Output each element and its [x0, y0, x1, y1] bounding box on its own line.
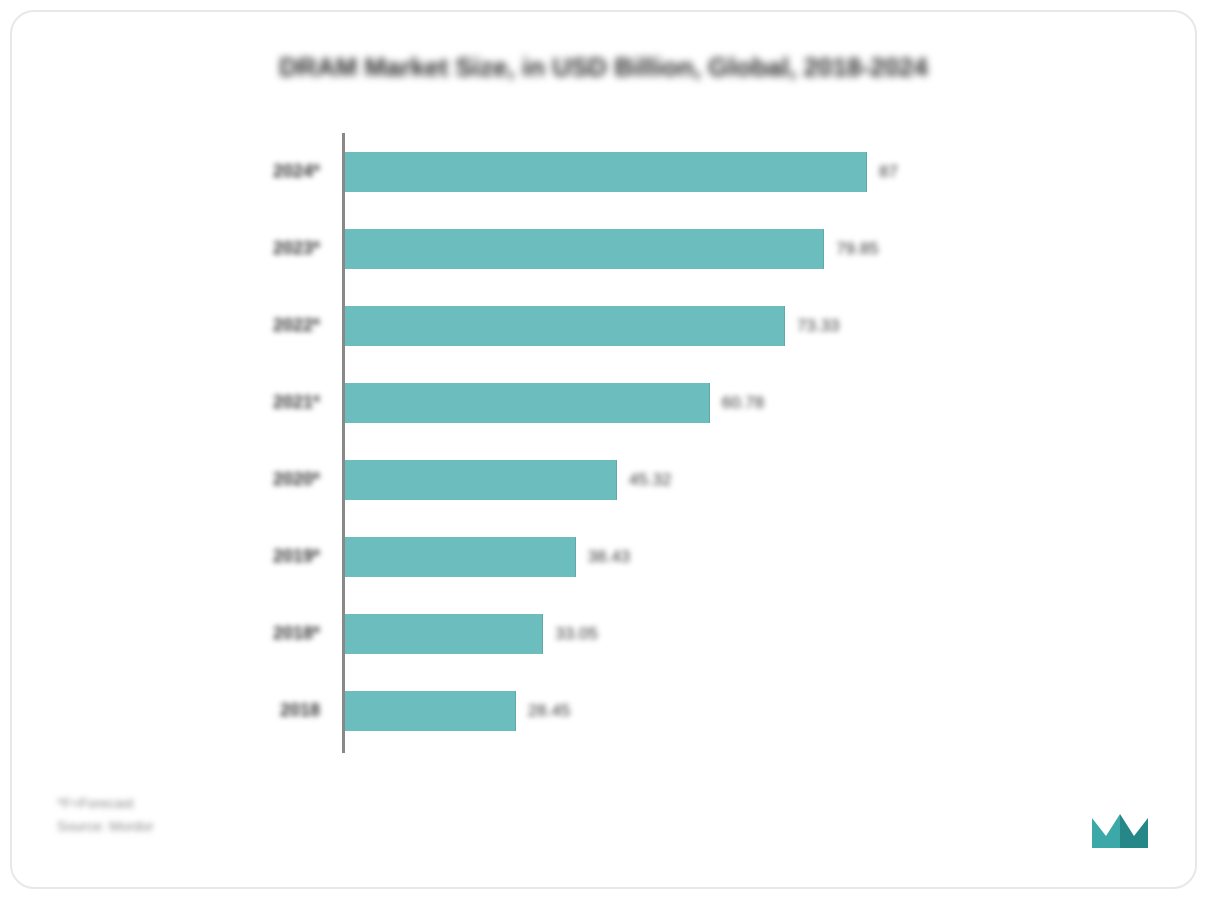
bar-value: 87	[879, 162, 898, 182]
bar	[345, 537, 576, 577]
bar	[345, 614, 543, 654]
footnote-line-2: Source: Mordor	[57, 815, 153, 837]
bar	[345, 152, 867, 192]
chart-area: 2024* 87 2023* 79.85 2022* 73.33 2021* 6…	[342, 133, 1025, 753]
category-label: 2023*	[273, 238, 320, 259]
category-label: 2020*	[273, 469, 320, 490]
bar-value: 33.05	[555, 624, 598, 644]
bar-value: 28.45	[528, 701, 571, 721]
bar-row: 2018* 33.05	[345, 595, 1025, 672]
chart-title: DRAM Market Size, in USD Billion, Global…	[62, 52, 1145, 83]
bar-value: 45.32	[629, 470, 672, 490]
bar-value: 38.43	[588, 547, 631, 567]
category-label: 2018*	[273, 623, 320, 644]
category-label: 2018	[280, 700, 320, 721]
bar-row: 2019* 38.43	[345, 518, 1025, 595]
footnote-line-1: *F=Forecast	[57, 792, 153, 814]
bar-row: 2023* 79.85	[345, 210, 1025, 287]
mordor-logo-icon	[1090, 810, 1150, 852]
bar	[345, 691, 516, 731]
category-label: 2022*	[273, 315, 320, 336]
bar	[345, 306, 785, 346]
bar-row: 2021* 60.78	[345, 364, 1025, 441]
bar-row: 2020* 45.32	[345, 441, 1025, 518]
bar-row: 2024* 87	[345, 133, 1025, 210]
category-label: 2019*	[273, 546, 320, 567]
category-label: 2024*	[273, 161, 320, 182]
bar-value: 79.85	[836, 239, 879, 259]
category-label: 2021*	[273, 392, 320, 413]
bar-value: 60.78	[722, 393, 765, 413]
bar	[345, 383, 710, 423]
bar-row: 2022* 73.33	[345, 287, 1025, 364]
footer-note: *F=Forecast Source: Mordor	[57, 792, 153, 837]
bar	[345, 229, 824, 269]
bar-row: 2018 28.45	[345, 672, 1025, 749]
bar-value: 73.33	[797, 316, 840, 336]
bar	[345, 460, 617, 500]
chart-container: DRAM Market Size, in USD Billion, Global…	[10, 10, 1197, 889]
